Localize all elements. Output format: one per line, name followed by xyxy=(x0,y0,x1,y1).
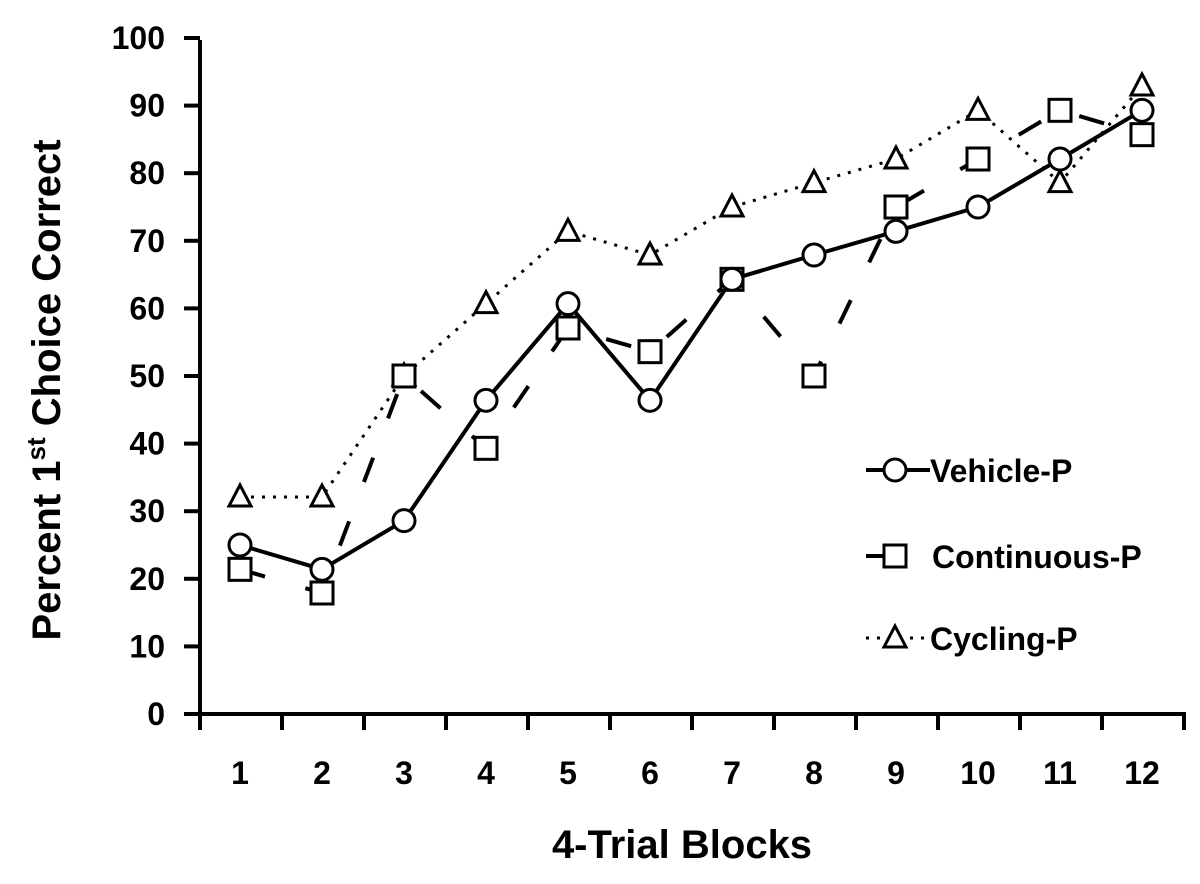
y-tick-label: 0 xyxy=(147,696,165,732)
y-tick-label: 40 xyxy=(129,426,165,462)
data-point-triangle xyxy=(964,95,992,121)
data-point-circle xyxy=(391,508,417,534)
y-tick-label: 80 xyxy=(129,155,165,191)
x-axis-title: 4-Trial Blocks xyxy=(552,823,812,867)
legend-item: Vehicle-P xyxy=(866,453,1072,489)
data-point-circle xyxy=(883,218,909,244)
data-point-triangle xyxy=(226,481,254,508)
x-tick-label: 9 xyxy=(887,755,905,791)
data-point-square xyxy=(391,363,417,389)
data-point-circle xyxy=(719,266,745,292)
data-point-triangle xyxy=(882,143,910,170)
x-tick-label: 5 xyxy=(559,755,577,791)
data-point-square xyxy=(473,435,499,461)
y-tick-label: 100 xyxy=(112,20,165,56)
data-point-circle xyxy=(801,242,827,268)
data-point-triangle xyxy=(554,216,582,242)
data-point-triangle xyxy=(800,167,828,194)
data-point-circle xyxy=(1047,146,1073,172)
data-point-square xyxy=(227,556,253,582)
data-point-circle xyxy=(309,556,335,582)
x-tick-label: 3 xyxy=(395,755,413,791)
y-axis-title-superscript: st xyxy=(21,437,51,460)
data-point-triangle xyxy=(636,239,664,266)
series-continuous-p xyxy=(227,97,1155,606)
series-line xyxy=(240,85,1144,499)
y-tick-label: 30 xyxy=(129,493,165,529)
legend-label: Cycling-P xyxy=(930,621,1078,657)
y-axis-title: Percent 1st Choice Correct xyxy=(21,139,69,640)
data-point-triangle xyxy=(472,288,500,315)
data-point-circle xyxy=(637,387,663,413)
x-tick-label: 8 xyxy=(805,755,823,791)
series-line xyxy=(239,108,1143,595)
data-point-square xyxy=(309,580,335,606)
data-point-circle xyxy=(1129,97,1155,123)
x-tick-label: 2 xyxy=(313,755,331,791)
data-point-circle xyxy=(555,291,581,317)
y-tick-label: 90 xyxy=(129,88,165,124)
x-tick-label: 10 xyxy=(960,755,996,791)
y-axis-title-rest: Choice Correct xyxy=(25,139,69,437)
series-layer xyxy=(226,70,1156,606)
x-tick-label: 4 xyxy=(477,755,495,791)
data-point-square xyxy=(637,339,663,365)
y-axis-title-main: Percent 1 xyxy=(25,460,69,640)
legend-item: Cycling-P xyxy=(866,621,1078,657)
y-tick-label: 20 xyxy=(129,561,165,597)
legend-label: Continuous-P xyxy=(932,539,1142,575)
data-point-square xyxy=(555,315,581,341)
legend-label: Vehicle-P xyxy=(930,453,1072,489)
y-tick-label: 50 xyxy=(129,358,165,394)
x-tick-label: 1 xyxy=(231,755,249,791)
series-vehicle-p xyxy=(227,97,1155,582)
data-point-triangle xyxy=(1046,167,1074,194)
data-point-circle xyxy=(227,532,253,558)
y-tick-label: 60 xyxy=(129,290,165,326)
data-point-triangle xyxy=(718,191,746,218)
legend-marker-square xyxy=(882,543,908,569)
legend-item: Continuous-P xyxy=(866,539,1142,575)
data-point-circle xyxy=(965,194,991,220)
axes-layer xyxy=(198,40,1186,716)
data-point-circle xyxy=(473,387,499,413)
legend-marker-triangle xyxy=(881,622,909,649)
legend: Vehicle-P Continuous-P Cycling-P xyxy=(866,453,1142,657)
x-tick-label: 11 xyxy=(1043,755,1077,791)
legend-marker-circle xyxy=(882,457,908,483)
x-tick-label: 7 xyxy=(723,755,741,791)
data-point-square xyxy=(1129,122,1155,148)
data-point-square xyxy=(965,146,991,172)
series-cycling-p xyxy=(226,70,1156,508)
y-tick-label: 70 xyxy=(129,223,165,259)
x-tick-label: 12 xyxy=(1124,755,1160,791)
data-point-square xyxy=(883,194,909,220)
data-point-triangle xyxy=(308,481,336,508)
data-point-square xyxy=(1047,97,1073,123)
y-tick-label: 10 xyxy=(129,628,165,664)
data-point-square xyxy=(801,363,827,389)
x-tick-label: 6 xyxy=(641,755,659,791)
data-point-triangle xyxy=(1128,70,1156,97)
series-line xyxy=(239,108,1144,572)
